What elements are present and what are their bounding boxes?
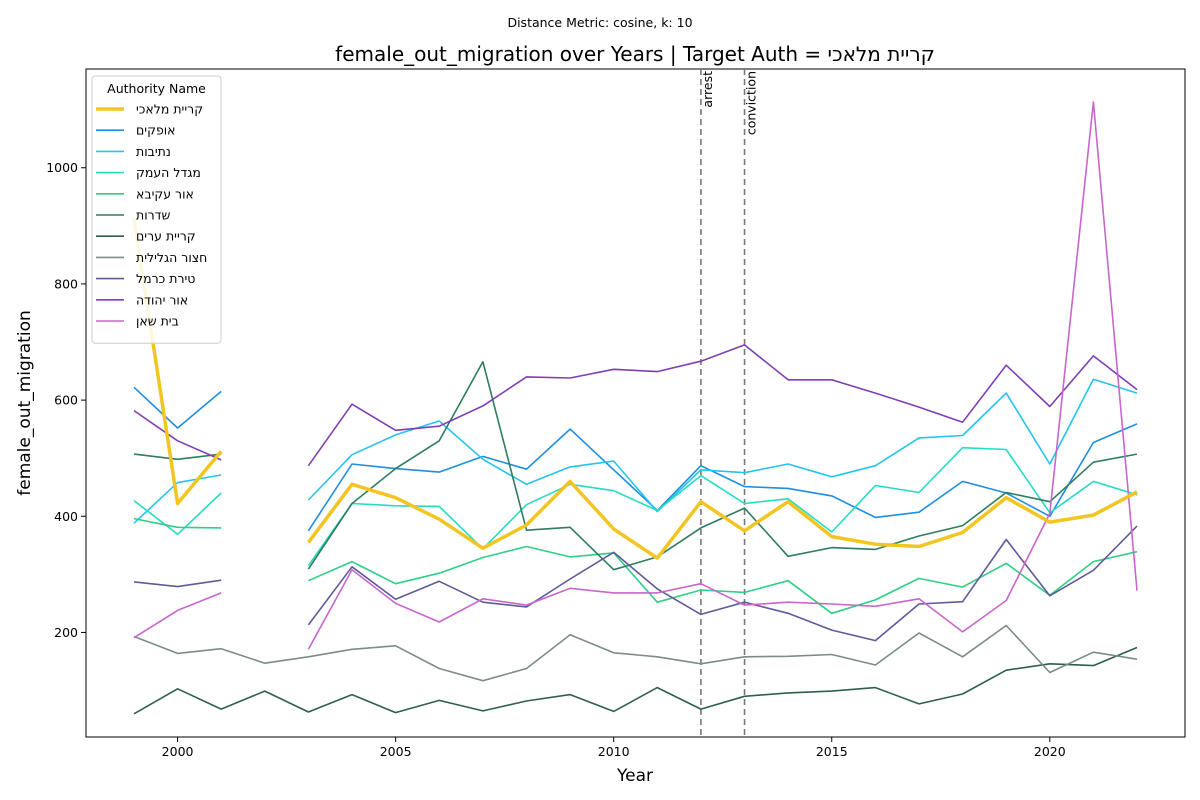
y-tick-label: 400 [54, 509, 78, 524]
series-line-5 [133, 361, 1138, 571]
legend-entry-label: בית שאן [136, 314, 179, 329]
y-tick-label: 200 [54, 625, 78, 640]
legend-entry-label: טירת כרמל [136, 271, 195, 286]
series-line-6 [133, 646, 1138, 715]
series-line-1 [133, 386, 1138, 532]
event-label-arrest: arrest [700, 71, 715, 108]
series-line-9 [133, 344, 1138, 467]
series-line-7 [133, 624, 1138, 682]
legend-frame [91, 75, 222, 344]
x-axis-label: Year [616, 766, 653, 786]
y-axis: 200 400 600 800 1000 [46, 160, 86, 640]
y-tick-label: 800 [54, 276, 78, 291]
x-tick-label: 2005 [380, 744, 412, 759]
legend-entry-label: אור עקיבא [136, 186, 194, 201]
series-line-3 [133, 446, 1138, 567]
series-line-4 [133, 517, 1138, 615]
x-tick-label: 2020 [1034, 744, 1066, 759]
legend-title: Authority Name [107, 81, 206, 96]
legend-entry-label: אופקים [136, 123, 176, 138]
figure-suptitle: Distance Metric: cosine, k: 10 [507, 15, 692, 30]
legend-entry-label: מגדל העמק [136, 165, 201, 180]
event-label-conviction: conviction [744, 71, 759, 135]
legend-entry-label: חצור הגלילית [136, 250, 207, 265]
plot-area: arrest conviction [85, 68, 1186, 738]
axes-frame [85, 68, 1186, 738]
y-tick-label: 1000 [46, 160, 78, 175]
legend-entry-label: נתיבות [136, 144, 171, 159]
series-line-2 [133, 378, 1138, 524]
x-tick-label: 2010 [598, 744, 630, 759]
series-line-10 [133, 101, 1138, 650]
chart-title: female_out_migration over Years | Target… [335, 42, 935, 66]
y-axis-label: female_out_migration [15, 310, 35, 496]
x-tick-label: 2000 [162, 744, 194, 759]
legend-entry-label: אור יהודה [136, 292, 188, 307]
series-lines [132, 101, 1138, 715]
legend-entry-label: שדרות [136, 208, 171, 223]
y-tick-label: 600 [54, 393, 78, 408]
x-tick-label: 2015 [816, 744, 848, 759]
event-lines: arrest conviction [700, 69, 759, 737]
x-axis: 2000 2005 2010 2015 2020 [162, 737, 1066, 759]
legend-entry-label: קריית ערים [136, 229, 196, 244]
legend: Authority Name קריית מלאכי אופקים נתיבות מגד… [91, 75, 222, 344]
legend-entry-label: קריית מלאכי [136, 102, 203, 117]
series-line-8 [133, 525, 1138, 642]
